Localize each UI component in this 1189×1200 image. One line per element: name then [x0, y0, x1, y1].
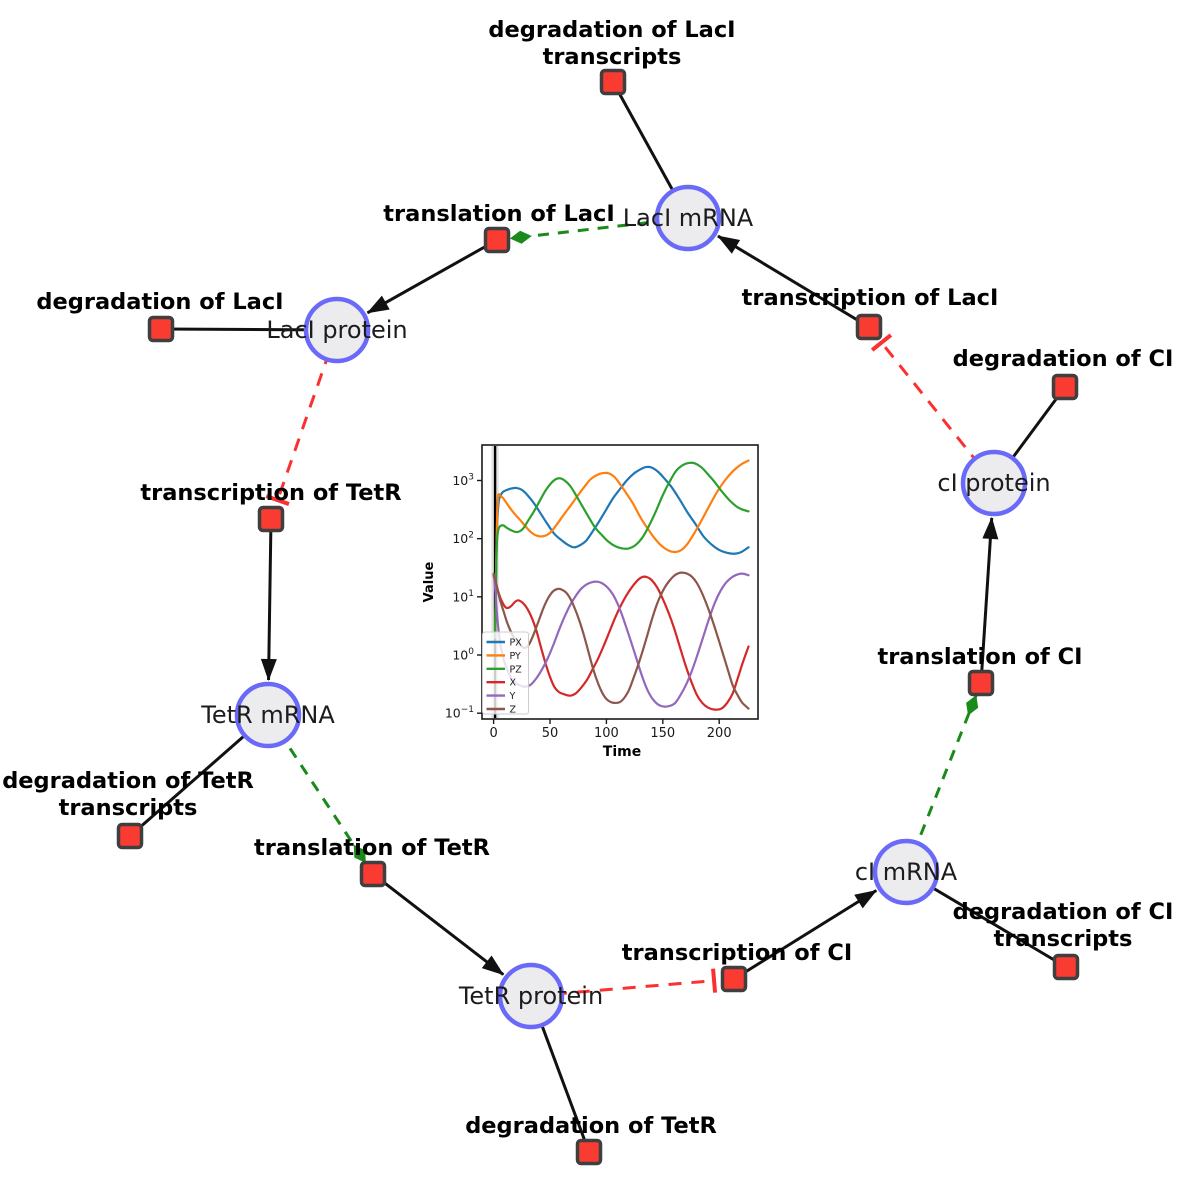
- species-node-laci-protein[interactable]: [303, 296, 371, 364]
- reaction-node-translation-laci[interactable]: [483, 226, 511, 254]
- edge-product-transcription-tetr-to-tetr-mrna: [260, 518, 277, 682]
- chart-legend: PX PY PZ XYZ: [482, 631, 529, 716]
- chart-y-tick-1e2: 102: [452, 531, 474, 547]
- reaction-nodes-layer: [116, 68, 1080, 1166]
- chart-xlabel: Time: [603, 744, 641, 760]
- reaction-label-transcription-tetr: transcription of TetR: [140, 480, 401, 506]
- reaction-label-deg-laci-transcripts-line2: transcripts: [543, 44, 682, 70]
- reaction-label-deg-tetr: degradation of TetR: [465, 1113, 717, 1139]
- reaction-node-deg-tetr-transcripts[interactable]: [116, 822, 144, 850]
- legend-label-Y: Y: [509, 691, 516, 702]
- reaction-labels-layer: degradation of LacItranscriptstranslatio…: [2, 17, 1173, 1139]
- edge-product-transcription-ci-to-ci-mrna: [733, 889, 878, 981]
- reaction-label-deg-laci: degradation of LacI: [36, 289, 283, 315]
- edge-product-transcription-laci-to-laci-mrna: [717, 234, 870, 329]
- edge-product-translation-ci-to-ci-protein: [979, 516, 999, 684]
- reaction-node-deg-laci-transcripts[interactable]: [599, 68, 627, 96]
- chart-line-Z: [492, 571, 750, 710]
- legend-label-PX: PX: [510, 638, 523, 649]
- chart-x-tick-50: 50: [542, 726, 559, 741]
- chart-x-tick-150: 150: [650, 726, 675, 741]
- reaction-label-transcription-ci: transcription of CI: [622, 940, 852, 966]
- reaction-node-transcription-ci[interactable]: [720, 965, 748, 993]
- species-node-laci-mrna[interactable]: [654, 184, 722, 252]
- chart-line-PZ: [493, 461, 750, 639]
- chart-ylabel: Value: [422, 561, 437, 602]
- reaction-label-deg-ci: degradation of CI: [953, 346, 1174, 372]
- chart-y-tick-1e1: 101: [452, 589, 474, 605]
- legend-label-Z: Z: [510, 705, 517, 716]
- reaction-node-translation-tetr[interactable]: [359, 860, 387, 888]
- reaction-label-translation-laci: translation of LacI: [383, 201, 614, 227]
- reaction-node-deg-ci[interactable]: [1051, 373, 1079, 401]
- legend-label-X: X: [510, 678, 517, 689]
- species-labels-layer: LacI mRNA LacI protein TetR mRNA TetR prote…: [200, 204, 1050, 1010]
- reaction-label-deg-ci-transcripts-line2: transcripts: [994, 926, 1133, 952]
- species-nodes-layer: [234, 184, 1028, 1030]
- reaction-node-deg-tetr[interactable]: [575, 1138, 603, 1166]
- chart-line-PY: [493, 459, 750, 639]
- species-node-tetr-mrna[interactable]: [234, 681, 302, 749]
- reaction-label-deg-laci-transcripts: degradation of LacI: [488, 17, 735, 43]
- reaction-node-deg-ci-transcripts[interactable]: [1052, 953, 1080, 981]
- chart-x-tick-200: 200: [707, 726, 732, 741]
- chart-x-tick-100: 100: [594, 726, 619, 741]
- chart-y-tick-1e0: 100: [452, 647, 474, 663]
- reaction-label-deg-tetr-transcripts: degradation of TetR: [2, 768, 254, 794]
- edge-product-translation-laci-to-laci-protein: [366, 238, 498, 315]
- chart-axes: 0 50 100 150 200 10−1 100 101 102 103: [445, 444, 759, 741]
- inset-timeseries-chart: 0 50 100 150 20010−1100101102103TimeValuePXP…: [422, 444, 759, 760]
- chart-series-layer: [492, 459, 750, 711]
- legend-label-PZ: PZ: [510, 664, 523, 675]
- species-label-tetr-protein: TetR protein: [458, 982, 603, 1010]
- species-label-laci-mrna: LacI mRNA: [623, 204, 754, 232]
- reaction-node-translation-ci[interactable]: [967, 669, 995, 697]
- reaction-label-translation-ci: translation of CI: [877, 644, 1082, 670]
- species-label-ci-mrna: cI mRNA: [855, 858, 958, 886]
- chart-line-PX: [493, 465, 750, 639]
- legend-label-PY: PY: [510, 651, 522, 662]
- reaction-node-transcription-laci[interactable]: [855, 313, 883, 341]
- chart-y-tick-1e3: 103: [452, 472, 474, 488]
- reaction-node-deg-laci[interactable]: [147, 315, 175, 343]
- species-label-ci-protein: cI protein: [937, 469, 1050, 497]
- reaction-label-transcription-laci: transcription of LacI: [742, 285, 999, 311]
- reaction-label-deg-ci-transcripts: degradation of CI: [953, 899, 1174, 925]
- chart-x-tick-0: 0: [489, 726, 497, 741]
- reaction-label-translation-tetr: translation of TetR: [254, 835, 490, 861]
- species-node-tetr-protein[interactable]: [497, 962, 565, 1030]
- chart-y-tick-1e-1: 10−1: [445, 705, 474, 721]
- reaction-node-transcription-tetr[interactable]: [257, 505, 285, 533]
- chart-line-X: [492, 574, 750, 711]
- reaction-label-deg-tetr-transcripts-line2: transcripts: [59, 795, 198, 821]
- species-label-laci-protein: LacI protein: [266, 316, 407, 344]
- species-label-tetr-mrna: TetR mRNA: [200, 701, 335, 729]
- species-node-ci-mrna[interactable]: [872, 838, 940, 906]
- edge-product-translation-tetr-to-tetr-protein: [372, 872, 505, 976]
- species-node-ci-protein[interactable]: [960, 449, 1028, 517]
